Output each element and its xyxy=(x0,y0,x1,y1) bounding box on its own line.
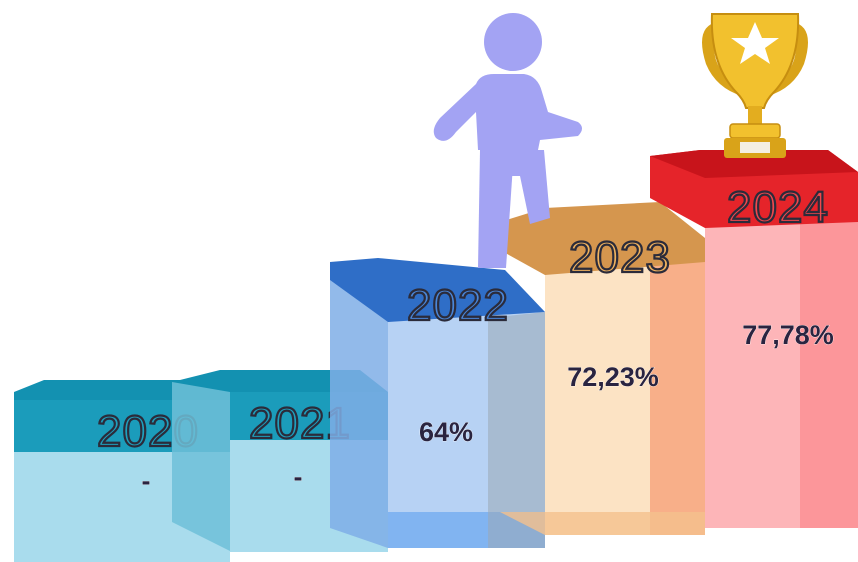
step-2024-side xyxy=(800,210,858,528)
person-climbing-icon xyxy=(433,13,582,268)
step-2022-top xyxy=(330,258,545,322)
trophy-cup xyxy=(710,13,800,109)
step-2023-value: 72,23% xyxy=(567,362,659,392)
step-2022-value: 64% xyxy=(419,417,473,447)
trophy-base-top xyxy=(729,123,781,139)
step-2023-year: 2023 xyxy=(569,233,671,282)
person-leg-back xyxy=(478,150,514,268)
step-2024-top-face xyxy=(650,150,858,178)
step-2023-top xyxy=(500,202,705,275)
step-2022-year: 2022 xyxy=(407,281,509,330)
trophy-star xyxy=(731,22,779,64)
person-head xyxy=(484,13,542,71)
step-2021-side xyxy=(172,382,232,552)
step-2021-value: - xyxy=(294,462,303,492)
person-body xyxy=(433,74,582,150)
step-2024: 2024 77,78% xyxy=(650,150,858,528)
step-2020-value: - xyxy=(142,466,151,496)
step-2024-value: 77,78% xyxy=(742,320,834,350)
step-2022-side xyxy=(330,278,388,548)
step-2023-bottom xyxy=(500,512,705,535)
trophy-icon xyxy=(702,13,808,158)
step-2024-year: 2024 xyxy=(727,183,829,232)
step-2023: 2023 72,23% xyxy=(500,202,705,535)
trophy-stem xyxy=(748,106,762,124)
step-2022-side-shade xyxy=(488,312,545,548)
trophy-plate xyxy=(740,142,770,153)
step-2022: 2022 64% xyxy=(330,258,545,548)
step-2023-side xyxy=(650,250,705,535)
person-leg-front xyxy=(505,150,550,224)
